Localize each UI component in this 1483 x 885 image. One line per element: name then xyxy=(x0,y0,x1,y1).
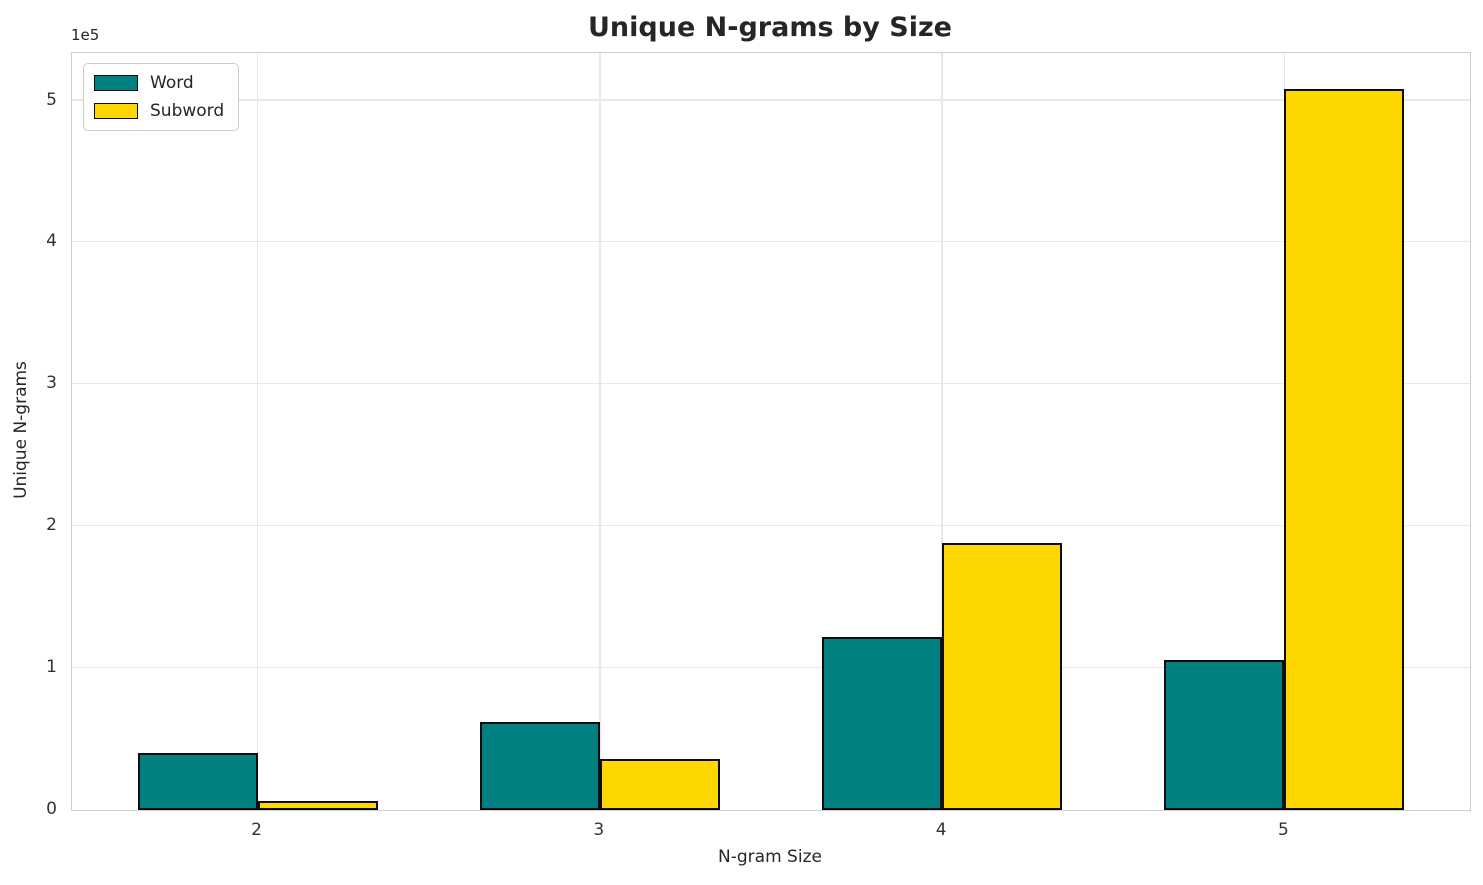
x-tick-label: 4 xyxy=(935,820,947,840)
legend-label: Word xyxy=(150,73,194,93)
v-gridline xyxy=(256,53,259,810)
x-tick-label: 2 xyxy=(251,820,262,840)
legend-swatch-subword xyxy=(94,103,138,119)
y-tick-label: 5 xyxy=(46,89,57,110)
h-gridline xyxy=(72,240,1470,243)
bar-word-n4 xyxy=(822,637,943,810)
y-axis-offset-text: 1e5 xyxy=(71,26,100,44)
legend-label: Subword xyxy=(150,101,225,121)
h-gridline xyxy=(72,666,1470,669)
legend-item-word: Word xyxy=(94,73,224,93)
chart-title: Unique N-grams by Size xyxy=(588,12,952,43)
v-gridline xyxy=(941,53,943,810)
x-tick-label: 3 xyxy=(593,820,605,840)
bar-subword-n3 xyxy=(599,759,720,810)
bar-subword-n5 xyxy=(1284,89,1405,810)
bar-word-n5 xyxy=(1164,660,1285,810)
v-gridline xyxy=(599,53,601,810)
h-gridline xyxy=(72,524,1470,527)
y-tick-label: 4 xyxy=(46,231,57,252)
bar-word-n3 xyxy=(479,722,600,810)
bar-word-n2 xyxy=(137,753,258,810)
h-gridline xyxy=(72,382,1470,385)
bar-subword-n4 xyxy=(942,543,1063,810)
bar-subword-n2 xyxy=(257,801,378,810)
y-tick-label: 0 xyxy=(46,799,57,819)
x-tick-label: 5 xyxy=(1278,820,1289,840)
y-tick-label: 1 xyxy=(46,657,57,678)
plot-area xyxy=(71,52,1471,811)
legend-item-subword: Subword xyxy=(94,101,224,121)
x-axis-label: N-gram Size xyxy=(718,847,822,867)
h-gridline xyxy=(72,99,1470,101)
y-tick-label: 3 xyxy=(46,373,57,394)
legend-swatch-word xyxy=(94,75,138,91)
y-tick-label: 2 xyxy=(46,515,57,536)
legend: Word Subword xyxy=(83,63,240,131)
